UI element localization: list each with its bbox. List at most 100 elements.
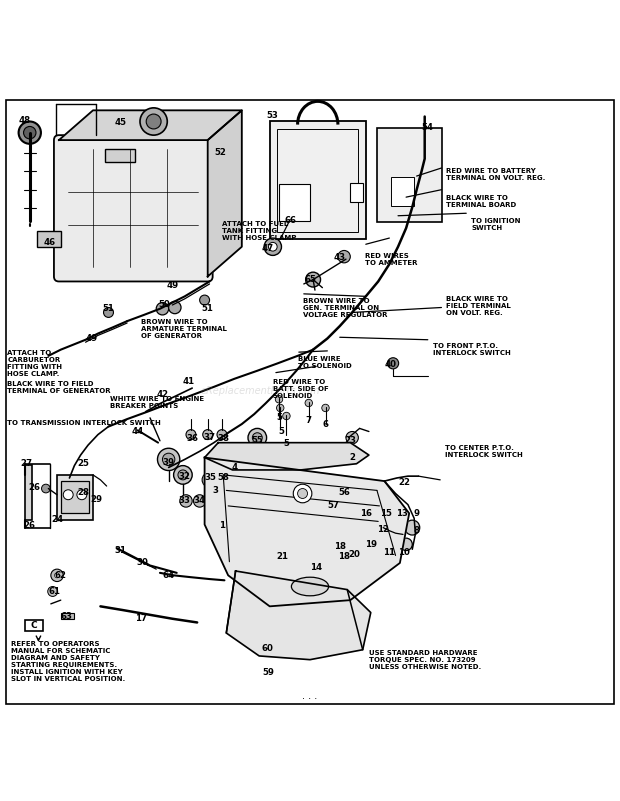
Text: RED WIRE TO
BATT. SIDE OF
SOLENOID: RED WIRE TO BATT. SIDE OF SOLENOID bbox=[273, 379, 329, 399]
Text: ATTACH TO FUEL
TANK FITTING
WITH HOSE CLAMP: ATTACH TO FUEL TANK FITTING WITH HOSE CL… bbox=[222, 221, 296, 240]
Text: 11: 11 bbox=[383, 548, 396, 557]
Circle shape bbox=[42, 484, 50, 493]
Text: RED WIRES
TO AMMETER: RED WIRES TO AMMETER bbox=[365, 253, 417, 266]
Circle shape bbox=[357, 553, 365, 561]
Text: 15: 15 bbox=[379, 509, 392, 517]
Bar bbox=[377, 127, 442, 222]
Text: BLACK WIRE TO FIELD
TERMINAL OF GENERATOR: BLACK WIRE TO FIELD TERMINAL OF GENERATO… bbox=[7, 380, 111, 393]
Text: 53: 53 bbox=[267, 111, 279, 120]
Text: 61: 61 bbox=[48, 587, 61, 596]
Text: 44: 44 bbox=[131, 427, 144, 436]
Text: 62: 62 bbox=[55, 571, 67, 580]
Circle shape bbox=[140, 108, 167, 135]
Polygon shape bbox=[226, 571, 371, 660]
Circle shape bbox=[51, 570, 63, 582]
Text: 21: 21 bbox=[276, 552, 288, 562]
Text: 25: 25 bbox=[78, 459, 90, 469]
Text: BLACK WIRE TO
TERMINAL BOARD: BLACK WIRE TO TERMINAL BOARD bbox=[446, 195, 516, 207]
Text: TO TRANSMISSION INTERLOCK SWITCH: TO TRANSMISSION INTERLOCK SWITCH bbox=[7, 421, 161, 426]
Text: 56: 56 bbox=[338, 488, 350, 497]
Text: 65: 65 bbox=[304, 275, 316, 284]
Circle shape bbox=[277, 405, 284, 412]
Circle shape bbox=[337, 485, 352, 500]
Circle shape bbox=[298, 489, 308, 498]
Circle shape bbox=[63, 489, 73, 500]
Circle shape bbox=[77, 489, 87, 500]
Bar bbox=[391, 177, 414, 207]
Text: 5: 5 bbox=[278, 427, 284, 436]
Text: 38: 38 bbox=[217, 434, 229, 444]
Text: BLUE WIRE
TO SOLENOID: BLUE WIRE TO SOLENOID bbox=[298, 356, 352, 368]
Circle shape bbox=[48, 586, 58, 597]
Text: 34: 34 bbox=[193, 497, 206, 505]
Text: 35: 35 bbox=[205, 473, 217, 482]
Text: 50: 50 bbox=[159, 300, 170, 309]
Text: 14: 14 bbox=[310, 563, 322, 573]
Text: 54: 54 bbox=[422, 123, 434, 132]
Bar bbox=[270, 122, 366, 239]
Text: 55: 55 bbox=[252, 437, 263, 445]
Text: RED WIRE TO BATTERY
TERMINAL ON VOLT. REG.: RED WIRE TO BATTERY TERMINAL ON VOLT. RE… bbox=[446, 168, 546, 181]
Circle shape bbox=[305, 399, 312, 407]
Bar bbox=[25, 620, 43, 631]
Bar bbox=[105, 149, 135, 163]
Text: 23: 23 bbox=[344, 437, 356, 445]
Text: 27: 27 bbox=[20, 459, 32, 469]
Bar bbox=[25, 465, 32, 520]
Text: 52: 52 bbox=[214, 148, 226, 157]
Polygon shape bbox=[59, 111, 242, 140]
Circle shape bbox=[322, 405, 329, 412]
Text: 31: 31 bbox=[115, 546, 127, 555]
Text: 26: 26 bbox=[24, 521, 36, 530]
Text: 9: 9 bbox=[414, 509, 420, 517]
Text: 58: 58 bbox=[217, 473, 229, 482]
Text: USE STANDARD HARDWARE
TORQUE SPEC. NO. 173209
UNLESS OTHERWISE NOTED.: USE STANDARD HARDWARE TORQUE SPEC. NO. 1… bbox=[369, 650, 481, 670]
Text: 10: 10 bbox=[398, 548, 410, 557]
Text: 63: 63 bbox=[61, 612, 73, 621]
Text: 18: 18 bbox=[334, 541, 346, 551]
Text: 6: 6 bbox=[322, 420, 329, 429]
Polygon shape bbox=[208, 111, 242, 276]
Text: 13: 13 bbox=[396, 509, 408, 517]
FancyBboxPatch shape bbox=[54, 135, 213, 281]
Text: 19: 19 bbox=[365, 540, 377, 549]
Text: REFER TO OPERATORS
MANUAL FOR SCHEMATIC
DIAGRAM AND SAFETY
STARTING REQUIREMENTS: REFER TO OPERATORS MANUAL FOR SCHEMATIC … bbox=[11, 641, 125, 682]
Circle shape bbox=[306, 272, 321, 287]
Text: 37: 37 bbox=[203, 433, 216, 442]
Text: 64: 64 bbox=[162, 571, 175, 580]
Circle shape bbox=[357, 525, 365, 533]
Bar bbox=[57, 475, 93, 520]
Circle shape bbox=[193, 495, 206, 507]
Circle shape bbox=[203, 429, 213, 440]
Circle shape bbox=[248, 429, 267, 447]
Text: 26: 26 bbox=[28, 483, 40, 492]
Circle shape bbox=[104, 308, 113, 317]
Text: BROWN WIRE TO
GEN. TERMINAL ON
VOLTAGE REGULATOR: BROWN WIRE TO GEN. TERMINAL ON VOLTAGE R… bbox=[303, 298, 387, 318]
Circle shape bbox=[283, 413, 290, 420]
Text: 28: 28 bbox=[78, 488, 90, 497]
Circle shape bbox=[156, 303, 169, 315]
Text: 24: 24 bbox=[51, 515, 63, 524]
Text: TO IGNITION
SWITCH: TO IGNITION SWITCH bbox=[471, 218, 521, 231]
Text: 49: 49 bbox=[86, 334, 98, 343]
Circle shape bbox=[200, 295, 210, 305]
Bar bbox=[279, 183, 310, 221]
Circle shape bbox=[55, 573, 60, 578]
Circle shape bbox=[400, 538, 412, 550]
Circle shape bbox=[178, 470, 188, 480]
Text: 66: 66 bbox=[284, 216, 296, 225]
Text: ATTACH TO
CARBURETOR
FITTING WITH
HOSE CLAMP.: ATTACH TO CARBURETOR FITTING WITH HOSE C… bbox=[7, 350, 63, 376]
Text: 1: 1 bbox=[219, 521, 225, 530]
Text: TO FRONT P.T.O.
INTERLOCK SWITCH: TO FRONT P.T.O. INTERLOCK SWITCH bbox=[433, 344, 510, 356]
Circle shape bbox=[357, 509, 365, 517]
Circle shape bbox=[180, 495, 192, 507]
Circle shape bbox=[162, 453, 175, 465]
Bar bbox=[61, 613, 74, 618]
Bar bbox=[350, 183, 363, 202]
Text: 20: 20 bbox=[348, 549, 361, 559]
Circle shape bbox=[264, 238, 281, 256]
Text: 39: 39 bbox=[162, 458, 175, 467]
Text: 5: 5 bbox=[276, 413, 282, 422]
Text: 59: 59 bbox=[262, 667, 274, 677]
Text: 12: 12 bbox=[377, 525, 389, 534]
